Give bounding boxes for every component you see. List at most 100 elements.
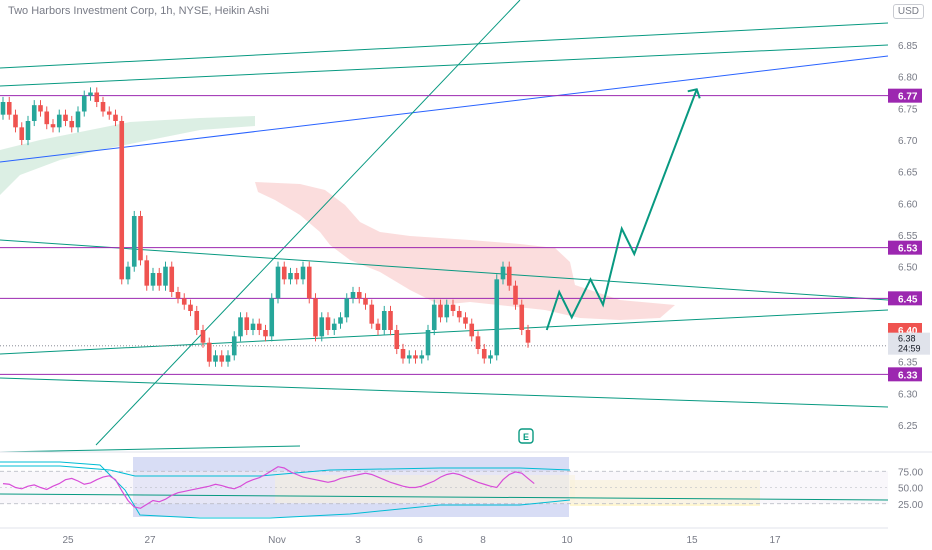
price-level-tag-label: 6.45	[898, 294, 918, 305]
price-axis-tick: 6.35	[898, 358, 918, 369]
candle	[431, 304, 437, 330]
price-axis-tick: 6.55	[898, 231, 918, 242]
candle	[94, 92, 100, 102]
candle	[213, 355, 218, 362]
candle	[119, 121, 125, 280]
currency-button[interactable]: USD	[892, 4, 924, 19]
candle	[19, 127, 25, 140]
candle	[31, 105, 37, 121]
candle	[231, 336, 237, 356]
candle	[300, 266, 306, 280]
price-axis-tick: 6.30	[898, 389, 918, 400]
trendline-1	[0, 22, 889, 69]
candle	[456, 311, 462, 318]
time-axis-tick: 3	[355, 535, 361, 546]
rsi-lower-band	[0, 461, 571, 519]
candle	[450, 304, 456, 311]
candle	[481, 349, 487, 359]
earnings-icon[interactable]: E	[518, 428, 534, 444]
time-axis-tick: 27	[144, 535, 156, 546]
candle	[425, 330, 431, 356]
candle	[513, 285, 518, 305]
candle	[244, 317, 250, 330]
projection-path	[545, 88, 698, 331]
price-axis-tick: 6.70	[898, 136, 918, 147]
candle	[319, 317, 325, 337]
candle	[413, 355, 418, 359]
current-price-tag-bg	[888, 332, 930, 355]
time-axis-tick: Nov	[268, 535, 286, 546]
trendline-3	[0, 55, 889, 163]
candle	[269, 298, 275, 337]
candle	[206, 342, 212, 362]
candle	[469, 323, 475, 337]
current-price-label: 6.38	[898, 334, 916, 344]
candle	[0, 102, 6, 115]
candle	[463, 317, 468, 324]
countdown-label: 24:59	[898, 344, 921, 354]
candle	[150, 273, 156, 286]
price-axis-tick: 6.60	[898, 199, 918, 210]
candle	[63, 114, 68, 121]
candle	[175, 292, 181, 299]
rsi-upper-band	[0, 465, 571, 477]
price-axis-tick: 6.65	[898, 168, 918, 179]
candle	[356, 292, 362, 299]
candle	[494, 279, 500, 356]
rsi-trendline	[0, 493, 889, 501]
candle	[194, 311, 200, 330]
candle	[525, 330, 531, 343]
trendline-2	[0, 44, 889, 87]
candle	[38, 105, 43, 112]
candle	[313, 298, 318, 337]
trendline-4	[95, 0, 521, 446]
candle	[200, 330, 206, 343]
trendline-8	[0, 445, 301, 453]
candle	[169, 266, 175, 292]
candle	[238, 317, 243, 337]
price-tag-label: 6.40	[898, 326, 918, 337]
candle	[263, 330, 268, 337]
price-axis-tick: 6.80	[898, 73, 918, 84]
candle	[406, 355, 412, 359]
candle	[363, 298, 368, 305]
candle	[156, 273, 162, 286]
candle	[338, 317, 343, 324]
ichimoku-cloud-green	[0, 116, 255, 195]
candle	[144, 260, 150, 286]
candle	[106, 111, 112, 115]
candle	[500, 266, 506, 280]
price-level-tag-label: 6.53	[898, 244, 918, 255]
trendline-6	[0, 309, 889, 355]
time-axis-tick: 10	[561, 535, 573, 546]
candle	[13, 114, 18, 128]
candle	[50, 124, 56, 128]
candle	[256, 323, 262, 330]
price-axis-tick: 6.85	[898, 41, 918, 52]
candle	[388, 311, 393, 330]
candle	[163, 266, 168, 286]
time-axis-tick: 8	[480, 535, 486, 546]
candle	[69, 121, 75, 128]
price-level-tag	[888, 88, 922, 103]
price-axis-tick: 6.50	[898, 263, 918, 274]
candle	[419, 355, 425, 359]
candle	[131, 216, 137, 267]
candle	[350, 292, 356, 299]
candle	[375, 323, 381, 330]
price-level-tag-label: 6.77	[898, 92, 918, 103]
price-level-tag	[888, 240, 922, 255]
candle	[56, 114, 62, 128]
time-axis-tick: 6	[417, 535, 423, 546]
candle	[219, 355, 225, 362]
time-axis-tick: 15	[686, 535, 698, 546]
candle	[394, 330, 400, 349]
candle	[344, 298, 350, 318]
candle	[113, 114, 118, 121]
trendline-7	[0, 377, 889, 408]
candle	[181, 298, 187, 305]
candle	[225, 355, 231, 362]
time-axis-tick: 17	[769, 535, 781, 546]
